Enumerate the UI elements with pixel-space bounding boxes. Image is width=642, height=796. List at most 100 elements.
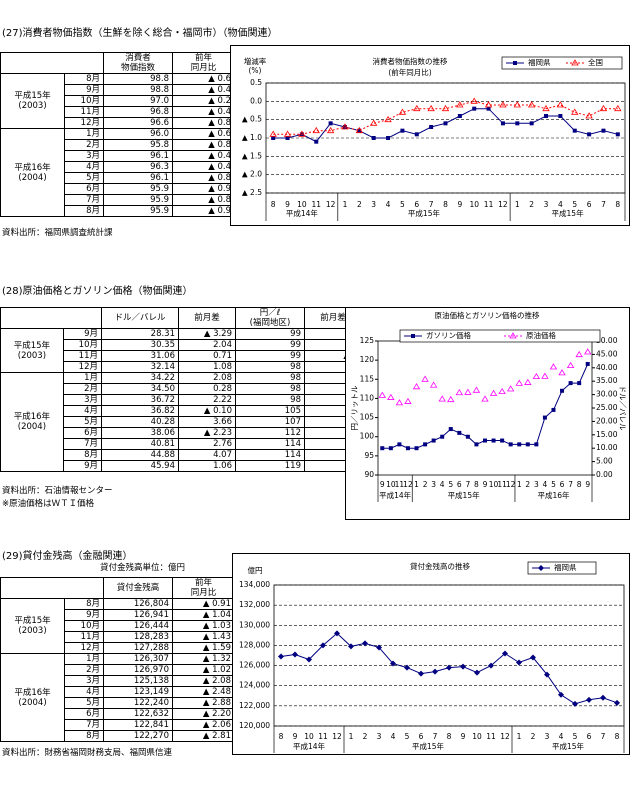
y2-tick-label: 25.00 <box>596 403 618 412</box>
point <box>585 112 593 119</box>
x-tick-label: 12 <box>500 732 510 741</box>
x-tick-label: 9 <box>380 480 385 489</box>
point <box>457 114 462 118</box>
value-cell: ▲ 0.6 <box>172 128 235 140</box>
y-tick-label: 134,000 <box>239 580 270 589</box>
point <box>431 438 436 443</box>
point <box>388 446 393 451</box>
value-cell: 126,307 <box>103 653 173 665</box>
header-cell: ドル／バレル <box>101 307 179 329</box>
x-tick-label: 6 <box>414 200 419 209</box>
month-cell: 9月 <box>62 460 103 472</box>
value-cell: ▲ 0.8 <box>172 194 235 206</box>
point <box>500 438 505 443</box>
point <box>398 108 407 115</box>
chart: 120,000 122,000 124,000 126,000 128,000 130,0… <box>232 553 630 755</box>
x-group-label: 平成15年 <box>552 741 585 751</box>
x-tick-label: 3 <box>544 200 549 209</box>
legend-label: 全国 <box>588 57 603 67</box>
value-cell: 98.8 <box>103 73 173 85</box>
value-cell: 122,270 <box>103 730 173 742</box>
x-tick-label: 10 <box>304 732 314 741</box>
point <box>499 101 507 108</box>
header-cell: 前年 同月比 <box>172 577 235 599</box>
table-row: 5月 96.1 ▲ 0.8 <box>1 172 235 184</box>
x-tick-label: 7 <box>429 200 434 209</box>
y-axis-label: 増減率 <box>244 56 267 66</box>
table-row: 平成16年 (2004) 1月 126,307 ▲ 1.32 <box>0 653 235 742</box>
y-tick-label: ▲ 1.5 <box>242 151 262 160</box>
value-cell: ▲ 1.03 <box>172 620 235 632</box>
month-cell: 11月 <box>62 350 103 362</box>
x-tick-label: 1 <box>343 200 348 209</box>
y-tick-label: 100 <box>360 432 375 441</box>
point <box>614 104 622 112</box>
table-row: 5月 122,240 ▲ 2.88 <box>1 697 235 709</box>
month-cell: 3月 <box>62 394 103 406</box>
point <box>517 442 522 447</box>
table-row: 12月 127,288 ▲ 1.59 <box>1 642 235 654</box>
value-cell: 2.04 <box>178 339 236 351</box>
x-tick-label: 8 <box>271 200 276 209</box>
month-cell: 7月 <box>64 719 104 731</box>
x-tick-label: 5 <box>573 732 578 741</box>
header-cell: 前月差 <box>178 307 236 329</box>
point <box>443 121 448 126</box>
point <box>404 664 410 671</box>
point <box>577 381 582 386</box>
x-tick-label: 4 <box>391 732 396 741</box>
y2-tick-label: 40.00 <box>596 363 618 372</box>
point <box>362 640 368 647</box>
value-cell: 98 <box>235 372 305 384</box>
header-row: 貸付金残高 前年 同月比 <box>0 577 235 599</box>
point <box>529 121 534 126</box>
value-cell: ▲ 0.4 <box>172 106 235 118</box>
header-cell: 消費者 物価指数 <box>103 52 173 74</box>
value-cell: 122,240 <box>103 697 173 709</box>
value-cell: 98 <box>235 361 305 373</box>
x-tick-label: 10 <box>386 480 396 489</box>
point <box>397 442 402 447</box>
x-group-label: 平成14年 <box>286 208 319 218</box>
value-cell: 98 <box>235 394 305 406</box>
header-cell <box>0 52 104 74</box>
value-cell: 31.06 <box>101 350 179 362</box>
value-cell: 119 <box>235 460 305 472</box>
point <box>298 130 306 137</box>
group-label-line: 平成15年 <box>13 340 51 351</box>
month-cell: 4月 <box>64 686 104 698</box>
point <box>585 361 590 366</box>
point <box>534 442 539 447</box>
month-cell: 1月 <box>64 653 104 665</box>
chart-title: 原油価格とガソリン価格の推移 <box>435 310 540 320</box>
point <box>341 123 349 130</box>
y2-tick-label: 50.00 <box>596 336 618 345</box>
value-cell: ▲ 2.81 <box>172 730 235 742</box>
group-label-line: (2003) <box>18 101 47 111</box>
x-tick-label: 8 <box>447 732 452 741</box>
table-row: 平成15年 (2003) 8月 98.8 ▲ 0.6 <box>0 73 235 129</box>
point <box>544 671 550 678</box>
point <box>355 126 364 134</box>
value-cell: 95.9 <box>103 205 173 217</box>
month-cell: 10月 <box>64 620 104 632</box>
point <box>404 397 412 404</box>
month-cell: 4月 <box>62 405 103 417</box>
point <box>489 389 498 396</box>
y-tick-label: 124,000 <box>239 681 270 690</box>
month-cell: 11月 <box>64 631 104 643</box>
y-tick-label: ▲ 2.0 <box>242 170 262 179</box>
x-tick-label: 8 <box>443 200 448 209</box>
value-cell: ▲ 0.4 <box>172 161 235 173</box>
legend-label: 福岡県 <box>554 563 577 572</box>
point <box>498 387 506 395</box>
y2-axis-label: ドル／バレル <box>618 386 627 431</box>
x-tick-label: 9 <box>585 480 590 489</box>
x-tick-label: 7 <box>465 480 470 489</box>
x-tick-label: 9 <box>461 732 466 741</box>
point <box>586 696 592 703</box>
month-cell: 2月 <box>64 139 104 151</box>
group-label: 平成15年 (2003) <box>0 73 66 129</box>
point <box>414 132 419 137</box>
point <box>508 442 513 447</box>
